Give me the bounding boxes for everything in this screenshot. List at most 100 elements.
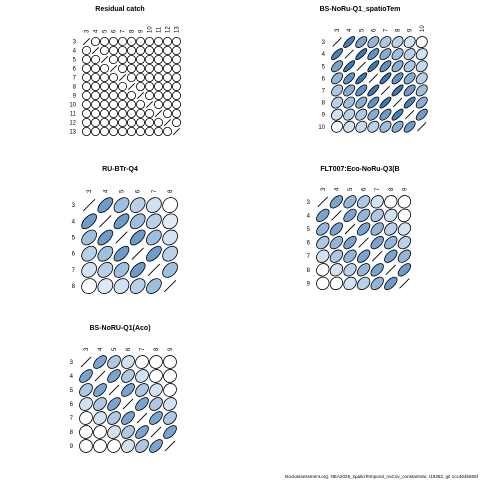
correlation-ellipse [162,245,178,262]
correlation-ellipse [113,278,130,294]
correlation-ellipse [367,36,380,49]
correlation-ellipse [370,222,384,236]
correlation-ellipse [171,81,182,92]
correlation-ellipse [113,245,130,262]
correlation-ellipse [343,84,356,97]
correlation-ellipse [97,278,114,294]
diagonal-mark [99,215,112,228]
correlation-ellipse [356,222,371,236]
correlation-ellipse [99,36,110,47]
column-label: 4 [347,28,353,32]
correlation-ellipse [171,72,182,83]
column-label: 3 [84,347,90,351]
correlation-ellipse [379,120,392,133]
correlation-ellipse [144,45,155,56]
correlation-ellipse [391,72,404,85]
correlation-ellipse [129,278,146,294]
diagonal-mark [164,440,176,452]
correlation-ellipse [162,197,178,213]
diagonal-mark [82,37,91,46]
correlation-ellipse [356,276,371,291]
correlation-ellipse [162,108,173,119]
correlation-ellipse [117,81,128,92]
correlation-ellipse [121,369,135,383]
correlation-ellipse [367,60,380,73]
correlation-ellipse [107,439,121,453]
row-label: 6 [70,402,74,408]
correlation-ellipse [144,72,155,83]
diagonal-mark [163,279,177,293]
column-label: 9 [139,29,145,33]
correlation-ellipse [81,45,92,56]
correlation-ellipse [384,208,398,223]
correlation-ellipse [113,213,130,230]
footer-text: stockassessment.org, NEA2025_spatioTempo… [285,474,479,479]
diagonal-mark [118,73,127,82]
correlation-ellipse [135,369,149,383]
correlation-ellipse [90,126,101,137]
correlation-ellipse [162,81,173,92]
correlation-panel: FLT007:Eco-NoRu-Q3(B 3 3 4 4 5 5 6 6 7 7 8 8 9 9 [307,166,412,291]
diagonal-mark [150,426,162,438]
correlation-ellipse [171,36,182,47]
correlation-ellipse [356,249,371,263]
correlation-ellipse [146,213,162,230]
correlation-ellipse [370,235,384,250]
correlation-ellipse [171,63,182,74]
correlation-ellipse [79,439,93,453]
correlation-ellipse [79,425,93,439]
correlation-ellipse [81,213,97,230]
correlation-ellipse [107,355,121,369]
row-label: 3 [72,203,76,209]
correlation-ellipse [129,197,146,213]
correlation-ellipse [367,84,380,97]
correlation-ellipse [153,81,164,92]
correlation-ellipse [108,36,119,47]
correlation-ellipse [403,72,416,85]
correlation-ellipse [171,90,182,101]
column-label: 5 [348,187,354,191]
correlation-ellipse [343,276,357,291]
correlation-ellipse [144,90,155,101]
row-label: 11 [70,112,77,118]
row-label: 13 [69,130,76,136]
row-label: 9 [322,113,326,119]
correlation-ellipse [135,439,149,453]
correlation-ellipse [90,90,101,101]
correlation-ellipse [81,63,92,74]
correlation-ellipse [329,276,344,291]
correlation-ellipse [81,81,92,92]
correlation-ellipse [153,90,164,101]
diagonal-mark [380,85,391,96]
correlation-ellipse [108,72,119,83]
diagonal-mark [358,237,369,248]
column-label: 3 [335,28,341,32]
correlation-ellipse [331,96,344,109]
correlation-ellipse [355,108,368,121]
correlation-ellipse [81,99,92,110]
correlation-ellipse [370,208,384,223]
correlation-ellipse [171,108,182,119]
correlation-ellipse [355,36,368,49]
correlation-ellipse [316,208,330,223]
correlation-ellipse [99,72,110,83]
correlation-ellipse [403,36,416,49]
correlation-ellipse [90,108,101,119]
correlation-ellipse [144,126,155,137]
correlation-ellipse [331,84,344,97]
column-label: 10 [148,26,154,33]
row-label: 3 [73,40,77,46]
correlation-ellipse [403,48,416,61]
correlation-ellipse [121,355,135,369]
row-label: 12 [69,121,76,127]
correlation-ellipse [397,208,412,223]
correlation-ellipse [81,126,92,137]
correlation-ellipse [367,96,380,109]
diagonal-mark [154,109,163,118]
correlation-ellipse [90,36,101,47]
correlation-ellipse [343,208,357,223]
correlation-ellipse [144,36,155,47]
diagonal-mark [100,55,109,64]
column-label: 10 [420,25,426,32]
diagonal-mark [344,223,356,235]
